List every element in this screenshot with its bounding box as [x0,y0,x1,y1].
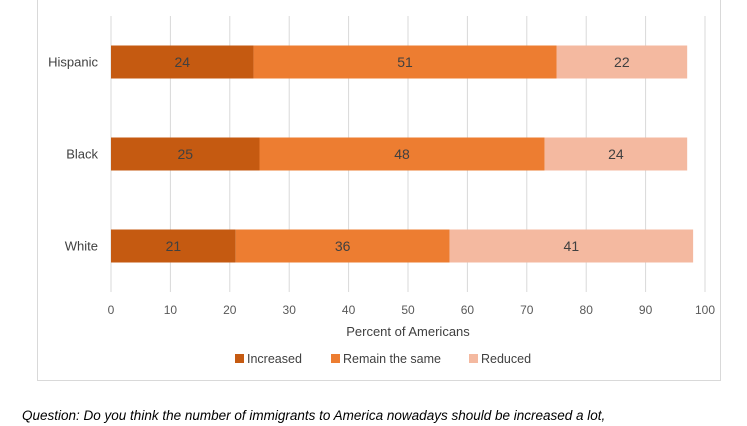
legend: Increased Remain the same Reduced [235,352,531,366]
bar-hispanic-increased [111,45,254,79]
data-label-white-increased: 21 [166,238,182,254]
bars [111,45,694,263]
bar-black-increased [111,137,260,171]
data-label-hispanic-increased: 24 [174,54,190,70]
question-text: Question: Do you think the number of imm… [22,408,606,423]
bar-white-remain-the-same [235,229,450,263]
legend-label-increased: Increased [247,352,302,366]
data-label-black-increased: 25 [177,146,193,162]
bar-black-remain-the-same [259,137,545,171]
bar-hispanic-remain-the-same [253,45,557,79]
legend-label-remain-the-same: Remain the same [343,352,441,366]
x-tick-label-10: 10 [164,303,178,317]
data-label-hispanic-reduced: 22 [614,54,630,70]
x-tick-label-20: 20 [223,303,237,317]
stacked-bar-chart: 0 10 20 30 40 50 60 70 80 90 100 Hispanic 24 51 22 Blac… [48,16,715,366]
data-label-white-remain-the-same: 36 [335,238,351,254]
x-tick-label-40: 40 [342,303,356,317]
category-label-white: White [65,239,98,254]
bar-black-reduced [544,137,688,171]
category-label-hispanic: Hispanic [48,55,98,70]
data-label-hispanic-remain-the-same: 51 [397,54,413,70]
x-tick-label-100: 100 [695,303,715,317]
legend-swatch-increased [235,354,244,363]
x-axis-title: Percent of Americans [346,324,470,339]
legend-swatch-reduced [469,354,478,363]
data-label-black-remain-the-same: 48 [394,146,410,162]
x-tick-label-0: 0 [108,303,115,317]
category-label-black: Black [66,147,98,162]
data-label-black-reduced: 24 [608,146,624,162]
bar-white-increased [111,229,236,263]
legend-swatch-remain-the-same [331,354,340,363]
data-label-white-reduced: 41 [564,238,580,254]
x-tick-label-50: 50 [401,303,415,317]
x-tick-label-90: 90 [639,303,653,317]
x-tick-label-70: 70 [520,303,534,317]
x-tick-label-80: 80 [580,303,594,317]
x-tick-label-30: 30 [283,303,297,317]
bar-hispanic-reduced [556,45,688,79]
labels: 0 10 20 30 40 50 60 70 80 90 100 Hispanic 24 51 22 Blac… [48,54,715,317]
bar-white-reduced [449,229,694,263]
x-tick-label-60: 60 [461,303,475,317]
legend-label-reduced: Reduced [481,352,531,366]
